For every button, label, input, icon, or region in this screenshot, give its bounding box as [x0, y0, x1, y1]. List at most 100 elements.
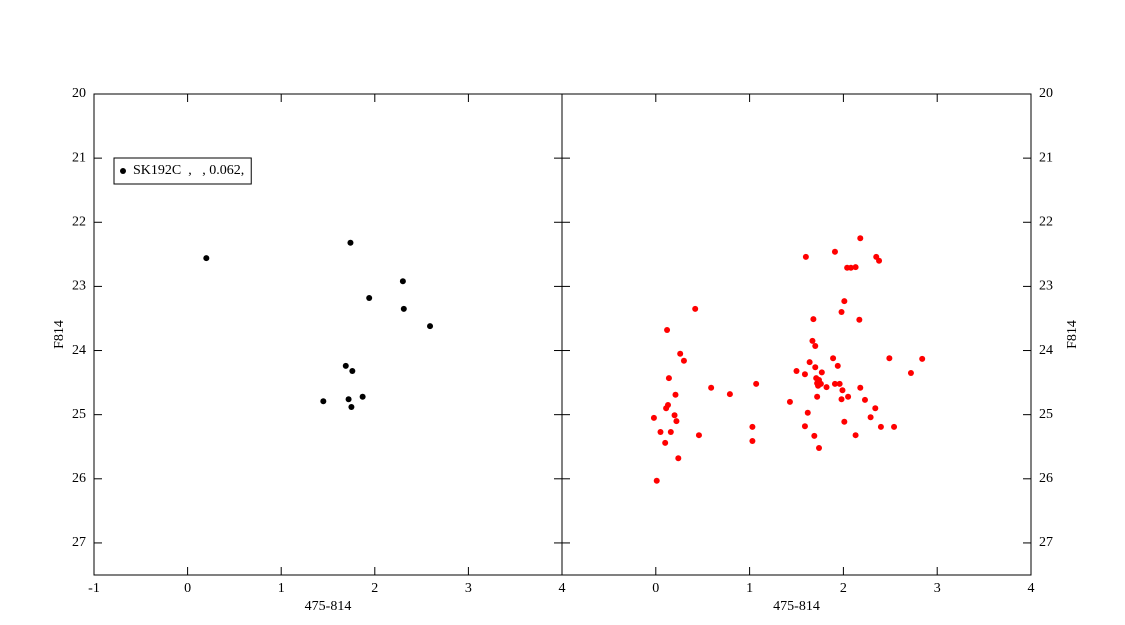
y-tick-label: 22 [72, 214, 86, 229]
point [852, 432, 859, 439]
point [816, 445, 823, 452]
y-tick-label: 26 [1039, 471, 1053, 486]
x-tick-label: 4 [1028, 581, 1035, 596]
point [692, 305, 699, 312]
point [839, 387, 846, 394]
point [830, 355, 837, 362]
point [877, 423, 884, 430]
point [811, 432, 818, 439]
point [867, 414, 874, 421]
legend-label: SK192C , , 0.062, [133, 163, 244, 178]
x-tick-label: 3 [465, 581, 472, 596]
y-tick-label: 24 [1039, 343, 1053, 358]
y-tick-label: 24 [72, 343, 86, 358]
point [838, 396, 845, 403]
x-tick-label: -1 [88, 581, 100, 596]
y-tick-label: 25 [72, 407, 86, 422]
point [872, 405, 879, 412]
y-tick-label: 26 [72, 471, 86, 486]
point [753, 380, 760, 387]
y-tick-label: 27 [72, 535, 86, 550]
point [665, 375, 672, 382]
point [366, 294, 373, 301]
y-tick-label: 20 [1039, 86, 1053, 101]
x-tick-label: 2 [840, 581, 847, 596]
y-axis-label: F814 [52, 320, 67, 349]
y-tick-label: 21 [72, 150, 86, 165]
point [812, 364, 819, 371]
point [667, 428, 674, 435]
point [680, 357, 687, 364]
point [806, 359, 813, 366]
point [838, 309, 845, 316]
point [857, 235, 864, 242]
point [809, 337, 816, 344]
point [708, 384, 715, 391]
x-axis-label: 475-814 [305, 599, 352, 614]
point [831, 248, 838, 255]
point [804, 409, 811, 416]
point [841, 298, 848, 305]
point [749, 423, 756, 430]
legend-marker [120, 168, 126, 174]
x-tick-label: 4 [559, 581, 566, 596]
y-tick-label: 25 [1039, 407, 1053, 422]
point [675, 455, 682, 462]
point [812, 343, 819, 350]
x-tick-label: 2 [371, 581, 378, 596]
point [801, 371, 808, 378]
y-tick-label: 20 [72, 86, 86, 101]
point [203, 255, 210, 262]
x-tick-label: 1 [746, 581, 753, 596]
point [886, 355, 893, 362]
x-tick-label: 0 [184, 581, 191, 596]
point [845, 393, 852, 400]
point [320, 398, 327, 405]
legend-box [113, 157, 252, 185]
point [400, 305, 407, 312]
point [834, 362, 841, 369]
point [664, 327, 671, 334]
point [876, 257, 883, 264]
point [836, 380, 843, 387]
y-tick-label: 23 [1039, 279, 1053, 294]
point [672, 391, 679, 398]
x-tick-label: 1 [278, 581, 285, 596]
point [695, 432, 702, 439]
point [841, 418, 848, 425]
point [847, 264, 854, 271]
x-tick-label: 3 [934, 581, 941, 596]
y-tick-label: 21 [1039, 150, 1053, 165]
point [801, 423, 808, 430]
point [653, 477, 660, 484]
point [814, 393, 821, 400]
y-tick-label: 22 [1039, 214, 1053, 229]
point [345, 396, 352, 403]
point [673, 418, 680, 425]
point [650, 414, 657, 421]
point [919, 355, 926, 362]
point [856, 316, 863, 323]
point [726, 391, 733, 398]
point [359, 393, 366, 400]
point [342, 362, 349, 369]
point [907, 369, 914, 376]
point [657, 428, 664, 435]
point [399, 278, 406, 285]
y-axis-label: F814 [1065, 320, 1080, 349]
x-tick-label: 0 [652, 581, 659, 596]
plot-frame [561, 93, 1032, 576]
point [749, 437, 756, 444]
point [802, 253, 809, 260]
point [677, 350, 684, 357]
point [831, 380, 838, 387]
point [347, 239, 354, 246]
point [348, 403, 355, 410]
point [349, 368, 356, 375]
point [852, 264, 859, 271]
x-axis-label: 475-814 [773, 599, 820, 614]
point [861, 396, 868, 403]
y-tick-label: 27 [1039, 535, 1053, 550]
